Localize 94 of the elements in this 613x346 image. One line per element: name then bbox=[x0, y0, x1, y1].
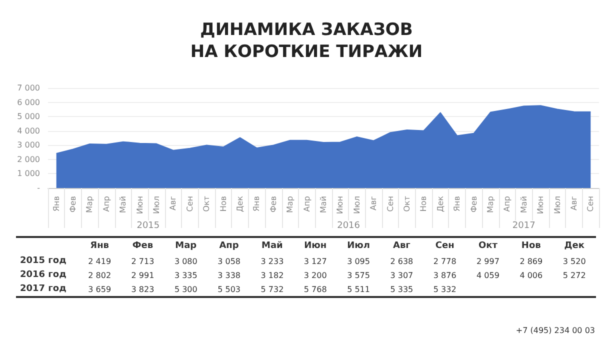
x-tick-label: Июн bbox=[336, 196, 345, 214]
x-tick-label: Янв bbox=[52, 196, 61, 212]
text: 2017 год bbox=[19, 283, 68, 296]
category-label: Мар bbox=[175, 241, 197, 251]
x-tick-label: Мар bbox=[286, 196, 295, 213]
x-tick-label: Май bbox=[319, 196, 328, 214]
chart-title: ДИНАМИКА ЗАКАЗОВ НА КОРОТКИЕ ТИРАЖИ bbox=[190, 20, 423, 62]
x-tick-label: Нов bbox=[419, 196, 428, 212]
y-tick-label: 2 000 bbox=[17, 154, 40, 164]
y-tick-label: 7 000 bbox=[17, 84, 40, 92]
category-label: Янв bbox=[90, 241, 109, 251]
text: 2017 bbox=[512, 221, 536, 231]
x-tick-label: Дек bbox=[436, 196, 445, 212]
x-tick-label: Апр bbox=[102, 196, 111, 212]
y-tick-label: 1 000 bbox=[17, 169, 40, 178]
x-tick-label: Окт bbox=[202, 196, 212, 212]
y-tick-label: 3 000 bbox=[17, 140, 40, 150]
text: 2 419 bbox=[88, 256, 112, 266]
category-label: Май bbox=[262, 241, 283, 251]
x-tick-label: Авг bbox=[569, 196, 578, 210]
x-tick-label: Дек bbox=[236, 196, 245, 212]
x-tick-label: Июн bbox=[536, 196, 546, 214]
text: 3 823 bbox=[131, 284, 154, 294]
x-tick-label: Фев bbox=[469, 196, 478, 213]
text: 3 307 bbox=[390, 270, 414, 280]
x-tick-label: Фев bbox=[268, 196, 278, 213]
text: 3 876 bbox=[433, 270, 456, 280]
x-tick-label: Янв bbox=[452, 196, 462, 212]
text: 2 869 bbox=[520, 256, 543, 266]
text: 2 638 bbox=[390, 256, 414, 266]
x-tick-label: Сен bbox=[586, 196, 596, 212]
text: 5 503 bbox=[218, 284, 240, 294]
text: 4 059 bbox=[476, 270, 500, 280]
y-tick-label: 6 000 bbox=[17, 98, 40, 107]
text: 3 520 bbox=[562, 256, 586, 266]
text: 2 778 bbox=[433, 256, 456, 266]
text: 5 335 bbox=[390, 284, 414, 294]
y-tick-label: 4 000 bbox=[17, 126, 40, 136]
text: 3 127 bbox=[304, 256, 327, 266]
text: 3 080 bbox=[174, 256, 198, 266]
text: 3 200 bbox=[304, 270, 327, 280]
x-tick-label: Июл bbox=[352, 196, 362, 214]
x-tick-label: Июн bbox=[135, 196, 144, 214]
text: 2 991 bbox=[131, 270, 154, 280]
category-label: Окт bbox=[478, 241, 498, 251]
text: +7 (495) 234 00 03 bbox=[516, 326, 595, 335]
x-tick-label: Авг bbox=[369, 196, 378, 210]
x-tick-label: Фев bbox=[68, 196, 78, 213]
category-label: Авг bbox=[392, 241, 410, 251]
text: 3 335 bbox=[174, 270, 198, 280]
category-label: Апр bbox=[219, 241, 239, 251]
text: 5 332 bbox=[433, 284, 456, 294]
x-tick-label: Янв bbox=[252, 196, 262, 212]
text: 2015 год bbox=[19, 255, 68, 268]
text: 3 095 bbox=[347, 256, 370, 266]
x-tick-label: Мар bbox=[486, 196, 495, 213]
category-label: Дек bbox=[564, 241, 584, 251]
x-tick-label: Окт bbox=[402, 196, 412, 212]
x-tick-label: Мар bbox=[85, 196, 94, 213]
text: 5 768 bbox=[304, 284, 327, 294]
category-label: Июл bbox=[347, 241, 370, 251]
y-tick-label: - bbox=[37, 184, 40, 192]
text: 3 575 bbox=[347, 270, 370, 280]
text: 2015 bbox=[136, 221, 160, 231]
x-tick-label: Апр bbox=[302, 196, 312, 212]
x-tick-label: Сен bbox=[386, 196, 395, 212]
x-tick-label: Май bbox=[519, 196, 528, 214]
x-tick-label: Май bbox=[118, 196, 128, 214]
x-tick-label: Апр bbox=[502, 196, 512, 212]
x-tick-label: Нов bbox=[218, 196, 228, 212]
text: 3 182 bbox=[260, 270, 284, 280]
text: 2 802 bbox=[88, 270, 112, 280]
text: 3 338 bbox=[218, 270, 240, 280]
text: 5 272 bbox=[562, 270, 586, 280]
text: 2016 год bbox=[19, 269, 68, 282]
category-label: Июн bbox=[304, 241, 327, 251]
text: 5 511 bbox=[347, 284, 370, 294]
category-label: Нов bbox=[521, 241, 541, 251]
x-tick-label: Сен bbox=[185, 196, 194, 212]
y-tick-label: 5 000 bbox=[17, 112, 40, 122]
text: 3 233 bbox=[260, 256, 284, 266]
text: 2016 bbox=[337, 221, 360, 231]
category-label: Сен bbox=[435, 241, 454, 251]
text: 5 300 bbox=[174, 284, 198, 294]
x-tick-label: Июл bbox=[152, 196, 162, 214]
text: 3 058 bbox=[218, 256, 240, 266]
text: 2 713 bbox=[131, 256, 154, 266]
text: 2 997 bbox=[476, 256, 500, 266]
text: 4 006 bbox=[520, 270, 543, 280]
text: 3 659 bbox=[88, 284, 112, 294]
x-tick-label: Июл bbox=[552, 196, 562, 214]
x-tick-label: Авг bbox=[168, 196, 178, 210]
text: 5 732 bbox=[260, 284, 284, 294]
category-label: Фев bbox=[132, 241, 154, 251]
